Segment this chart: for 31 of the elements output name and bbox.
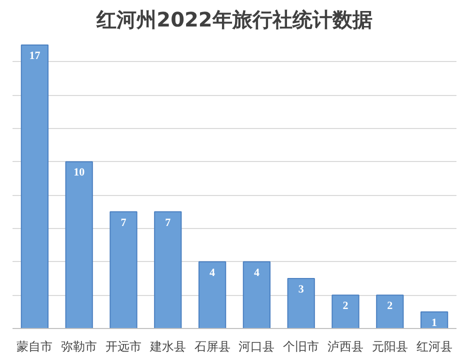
bar	[420, 311, 448, 328]
bar	[376, 294, 404, 328]
x-tick-label: 开远市	[106, 340, 142, 354]
bar	[65, 161, 93, 328]
x-tick-label: 石屏县	[194, 340, 230, 354]
data-label: 2	[387, 300, 394, 312]
x-tick-label: 元阳县	[372, 340, 408, 354]
bar	[198, 261, 226, 328]
x-tick-label: 弥勒市	[61, 340, 98, 354]
chart-title: 红河州2022年旅行社统计数据	[96, 8, 372, 32]
x-tick-label: 红河县	[416, 340, 452, 354]
data-label: 7	[120, 216, 127, 229]
bar	[287, 278, 315, 328]
x-tick-label: 蒙自市	[16, 340, 53, 354]
data-label: 3	[298, 283, 304, 296]
bar	[154, 211, 182, 328]
data-label: 10	[74, 166, 86, 179]
data-label: 4	[210, 266, 216, 279]
x-tick-label: 个旧市	[283, 340, 320, 354]
data-label: 17	[29, 50, 41, 62]
data-label: 2	[342, 300, 349, 312]
x-tick-label: 泸西县	[328, 340, 364, 354]
data-label: 4	[254, 266, 260, 279]
bar	[20, 44, 49, 328]
x-tick-label: 建水县	[148, 340, 186, 354]
bar	[110, 211, 138, 328]
x-tick-label: 河口县	[238, 340, 275, 354]
data-label: 1	[432, 316, 438, 329]
bar	[242, 261, 271, 328]
bar	[332, 294, 360, 328]
data-label: 7	[165, 216, 172, 229]
